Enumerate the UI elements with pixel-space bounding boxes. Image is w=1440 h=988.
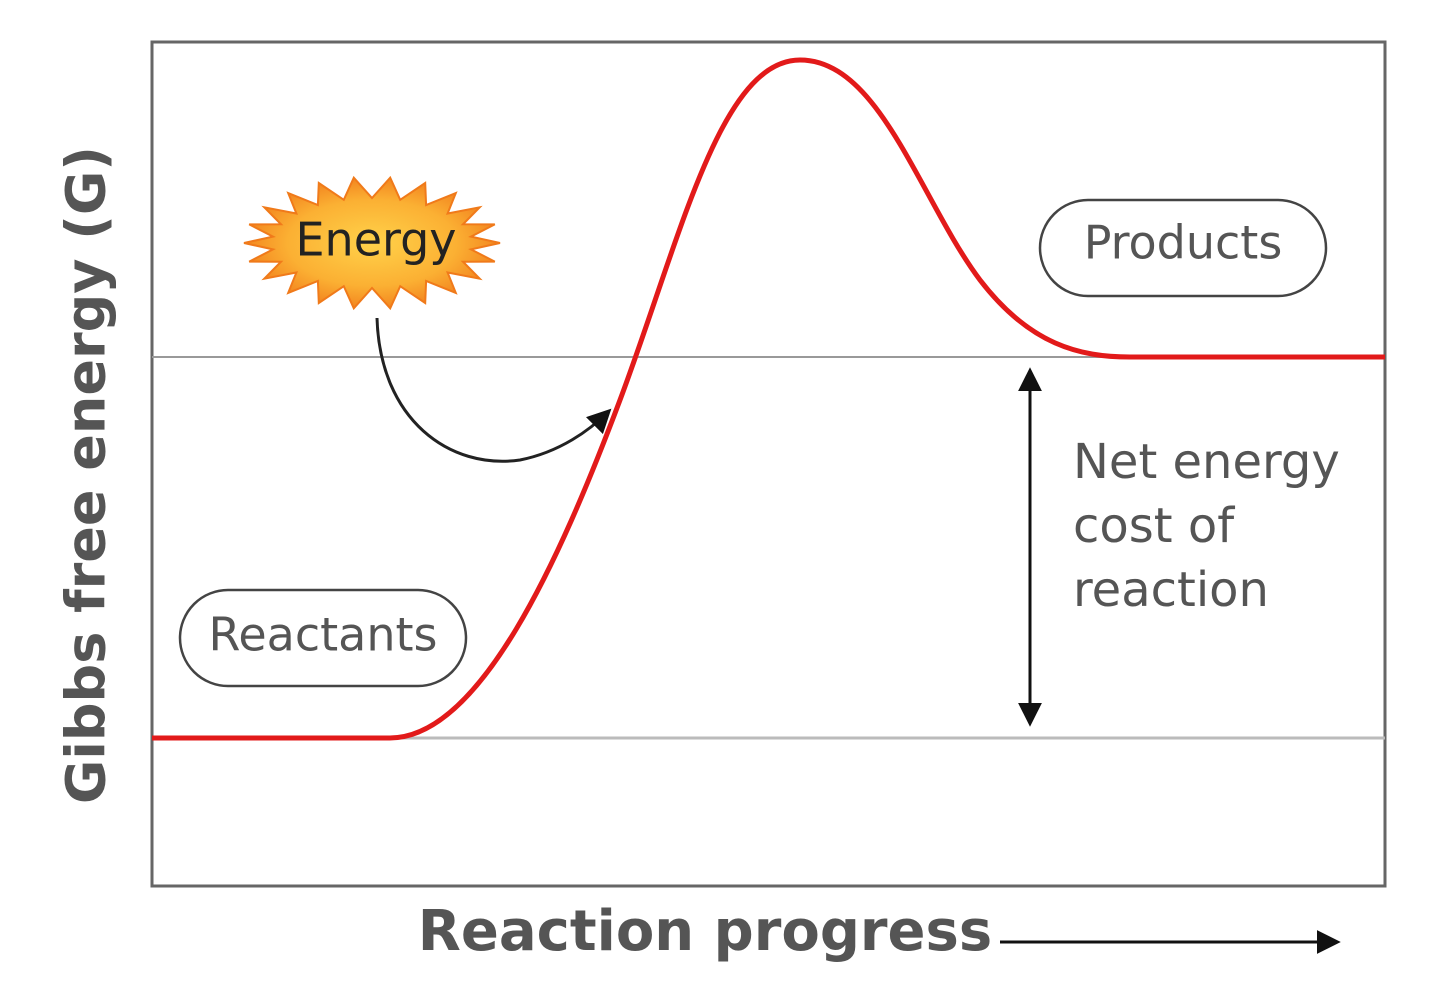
x-axis-label: Reaction progress — [418, 899, 992, 964]
energy-arrow — [375, 317, 612, 463]
energy-burst — [243, 175, 501, 311]
net-cost-line: reaction — [1073, 562, 1269, 618]
reactants-pill — [178, 588, 468, 688]
energy-label: Energy — [295, 213, 456, 267]
y-axis-label: Gibbs free energy (G) — [55, 146, 118, 804]
products-pill — [1038, 198, 1328, 298]
net-cost-line: Net energy — [1073, 434, 1340, 490]
energy-curve — [152, 57, 1385, 741]
plot-frame — [150, 40, 1387, 888]
reactants-label: Reactants — [208, 608, 437, 662]
products-label: Products — [1084, 216, 1283, 270]
net-cost-line: cost of — [1073, 498, 1235, 554]
